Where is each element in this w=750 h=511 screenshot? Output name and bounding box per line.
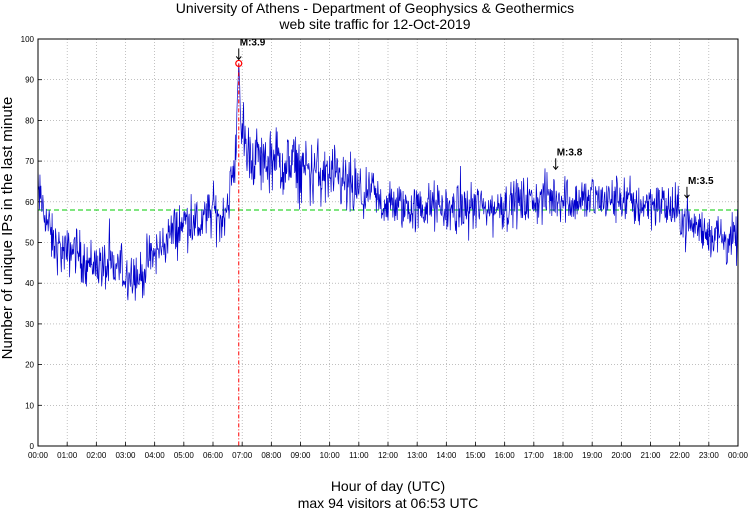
x-tick-label: 05:00 — [174, 451, 195, 460]
max-marker-point — [235, 59, 243, 68]
y-tick-label: 0 — [30, 442, 35, 451]
y-tick-label: 10 — [25, 401, 34, 410]
x-tick-label: 02:00 — [86, 451, 107, 460]
quake-label: M:3.8 — [557, 147, 583, 158]
grid — [38, 39, 738, 446]
x-tick-label: 01:00 — [57, 451, 78, 460]
x-tick-label: 20:00 — [611, 451, 632, 460]
chart-title-line2: web site traffic for 12-Oct-2019 — [278, 16, 470, 32]
x-tick-label: 10:00 — [320, 451, 341, 460]
x-tick-label: 08:00 — [261, 451, 282, 460]
x-tick-label: 15:00 — [465, 451, 486, 460]
y-tick-label: 80 — [25, 116, 34, 125]
x-axis-label: Hour of day (UTC) — [331, 478, 445, 494]
x-tick-label: 19:00 — [582, 451, 603, 460]
series-line — [37, 63, 739, 301]
y-tick-label: 20 — [25, 361, 34, 370]
series-layer — [37, 63, 739, 301]
quake-arrow-head — [235, 56, 242, 61]
max-visitors-summary: max 94 visitors at 06:53 UTC — [298, 495, 479, 511]
x-tick-label: 11:00 — [349, 451, 369, 460]
y-tick-label: 30 — [25, 320, 34, 329]
x-tick-label: 23:00 — [699, 451, 720, 460]
quake-label: M:3.5 — [688, 176, 714, 187]
x-tick-label: 12:00 — [378, 451, 399, 460]
x-tick-label: 00:00 — [28, 451, 49, 460]
y-tick-label: 60 — [25, 198, 34, 207]
y-tick-label: 40 — [25, 279, 34, 288]
x-tick-label: 21:00 — [640, 451, 661, 460]
quake-label: M:3.9 — [240, 37, 266, 48]
x-tick-label: 09:00 — [290, 451, 311, 460]
y-tick-label: 100 — [21, 35, 35, 44]
y-axis-label: Number of unique IPs in the last minute — [0, 97, 16, 360]
x-tick-label: 04:00 — [145, 451, 166, 460]
y-tick-label: 90 — [25, 76, 34, 85]
quake-arrow-head — [684, 194, 690, 199]
x-tick-label: 17:00 — [524, 451, 545, 460]
plot-frame — [37, 38, 739, 447]
axis-ticks: 00:00 01:00 02:00 03:00 04:00 05:00 06:00 07:00… — [21, 35, 749, 460]
x-tick-label: 03:00 — [115, 451, 136, 460]
y-tick-label: 50 — [25, 239, 34, 248]
x-tick-label: 07:00 — [232, 451, 253, 460]
x-tick-label: 18:00 — [553, 451, 574, 460]
x-tick-label: 13:00 — [407, 451, 428, 460]
marker-layer: M:3.9 M:3.8 M:3.5 — [235, 37, 714, 446]
x-tick-label: 16:00 — [495, 451, 516, 460]
x-tick-label: 00:00 — [728, 451, 749, 460]
x-tick-label: 06:00 — [203, 451, 224, 460]
quake-arrow-head — [552, 165, 559, 171]
chart-title-line1: University of Athens - Department of Geo… — [176, 0, 574, 16]
y-tick-label: 70 — [25, 157, 34, 166]
x-tick-label: 14:00 — [436, 451, 457, 460]
x-tick-label: 22:00 — [670, 451, 691, 460]
